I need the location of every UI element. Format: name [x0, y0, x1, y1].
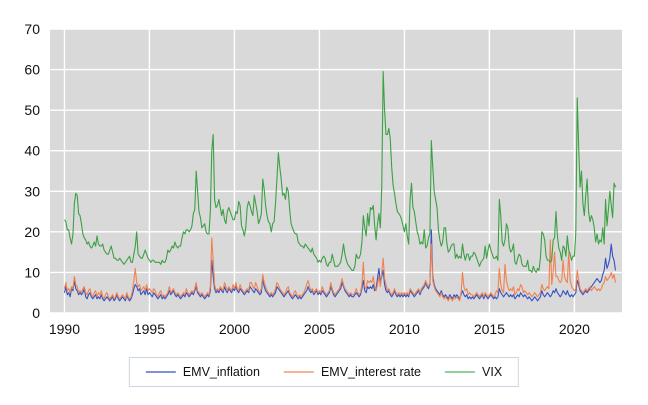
- series-line-emv-inflation: [63, 229, 617, 302]
- x-axis-tick-label: 2020: [559, 321, 590, 337]
- chart-legend: EMV_inflation EMV_interest rate VIX: [128, 357, 520, 387]
- y-axis-tick-label: 30: [24, 183, 40, 199]
- x-axis-tick-label: 1995: [134, 321, 165, 337]
- legend-item-vix: VIX: [445, 365, 502, 379]
- y-axis-tick-label: 60: [24, 62, 40, 78]
- legend-item-emv-inflation: EMV_inflation: [145, 365, 260, 379]
- legend-label-emv-inflation: EMV_inflation: [182, 365, 260, 379]
- legend-line-swatch-emv-interest-rate: [283, 371, 314, 373]
- y-axis-tick-label: 10: [24, 264, 40, 280]
- legend-line-swatch-emv-inflation: [145, 371, 176, 373]
- legend-line-swatch-vix: [445, 371, 476, 373]
- legend-item-emv-interest-rate: EMV_interest rate: [283, 365, 422, 379]
- series-line-emv-interest-rate: [63, 237, 617, 302]
- y-axis-tick-label: 20: [24, 224, 40, 240]
- x-axis-tick-label: 2000: [219, 321, 250, 337]
- x-axis-tick-label: 1990: [49, 321, 80, 337]
- y-axis-tick-label: 0: [32, 305, 40, 321]
- y-axis-tick-label: 50: [24, 102, 40, 118]
- x-axis-tick-label: 2015: [474, 321, 505, 337]
- x-axis-tick-label: 2005: [304, 321, 335, 337]
- series-line-vix: [64, 71, 616, 273]
- y-axis-tick-label: 70: [24, 21, 40, 37]
- legend-label-emv-interest-rate: EMV_interest rate: [320, 365, 422, 379]
- y-axis-tick-label: 40: [24, 143, 40, 159]
- x-axis-tick-label: 2010: [389, 321, 420, 337]
- legend-label-vix: VIX: [482, 365, 503, 379]
